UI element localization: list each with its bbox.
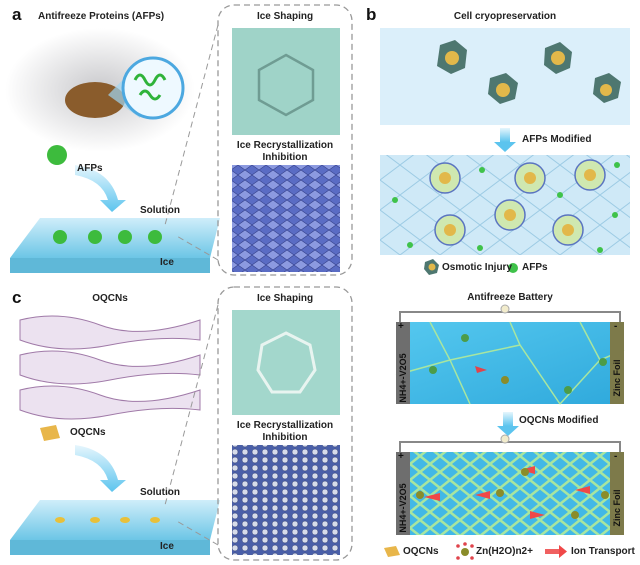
panel-label-a: a xyxy=(12,5,22,24)
ice-shaping-title-c: Ice Shaping xyxy=(256,293,314,304)
panel-label-c: c xyxy=(12,288,22,307)
inset-box-c xyxy=(217,286,353,561)
insect-icon xyxy=(65,82,125,118)
panel-a-title: Antifreeze Proteins (AFPs) xyxy=(38,11,165,22)
solution-label-c: Solution xyxy=(140,487,180,498)
legend-oqcns: OQCNs xyxy=(403,546,439,557)
minus-terminal-2: - xyxy=(614,451,618,462)
panel-c-title: OQCNs xyxy=(92,293,128,304)
ice-shaping-title-a: Ice Shaping xyxy=(256,11,314,22)
cathode-label-2: NH4+-V2O5 xyxy=(398,483,408,533)
iri-title-a-line1: Ice Recrystallization xyxy=(236,140,334,151)
red-arrow-icon xyxy=(545,545,567,558)
iri-title-c-line1: Ice Recrystallization xyxy=(236,420,334,431)
iri-micrograph-c xyxy=(232,445,340,555)
ice-shaping-micrograph-a xyxy=(232,28,340,135)
battery-unmodified xyxy=(395,304,625,405)
cathode-label-1: NH4+-V2O5 xyxy=(398,353,408,403)
anode-label-2: Zinc Foil xyxy=(612,489,622,527)
afps-label: AFPs xyxy=(77,163,103,174)
panel-b-title: Cell cryopreservation xyxy=(453,11,557,22)
legend-ion-transport: Ion Transport xyxy=(571,546,635,557)
iri-title-a-line2: Inhibition xyxy=(262,152,308,163)
plus-terminal-2: + xyxy=(398,451,404,462)
plus-terminal-1: + xyxy=(398,321,404,332)
afps-modified-label: AFPs Modified xyxy=(522,134,592,145)
legend-osmotic-injury: Osmotic Injury xyxy=(442,262,513,273)
oqcns-label: OQCNs xyxy=(70,427,106,438)
battery-modified xyxy=(396,434,624,535)
afp-cluster-icon xyxy=(47,145,67,165)
anode-label-1: Zinc Foil xyxy=(612,359,622,397)
panel-label-b: b xyxy=(366,5,377,24)
protein-zoom-circle xyxy=(121,56,185,120)
down-arrow-icon xyxy=(497,426,519,436)
iri-title-c-line2: Inhibition xyxy=(262,432,308,443)
iri-micrograph-a xyxy=(232,165,340,272)
curved-arrow-icon xyxy=(75,165,126,212)
ice-label-c: Ice xyxy=(160,541,174,552)
solution-label-a: Solution xyxy=(140,205,180,216)
nanosheet-icon xyxy=(384,546,400,557)
ice-slab xyxy=(10,218,220,258)
ice-slab xyxy=(10,500,220,540)
protein-helix-icon xyxy=(133,73,167,101)
afp-dots xyxy=(392,162,620,253)
down-arrow-icon xyxy=(494,142,516,152)
oqcn-sheets xyxy=(19,315,201,420)
inset-box-a xyxy=(217,4,353,276)
oqcns-modified-label: OQCNs Modified xyxy=(519,415,599,426)
damaged-cells xyxy=(437,40,621,104)
legend-afps: AFPs xyxy=(522,262,548,273)
battery-title: Antifreeze Battery xyxy=(467,292,553,303)
minus-terminal-1: - xyxy=(614,321,618,332)
curved-arrow-icon xyxy=(75,445,126,492)
legend-hydrated-zinc: Zn(H2O)n2+ xyxy=(476,546,533,557)
hydrated-zinc-icon xyxy=(456,542,474,560)
ice-label-a: Ice xyxy=(160,257,174,268)
ice-shaping-micrograph-c xyxy=(232,310,340,415)
nanosheet-icon xyxy=(40,425,60,441)
rounded-crystal xyxy=(256,331,317,394)
green-dot-icon xyxy=(508,263,518,273)
hexagonal-crystal xyxy=(257,53,315,117)
